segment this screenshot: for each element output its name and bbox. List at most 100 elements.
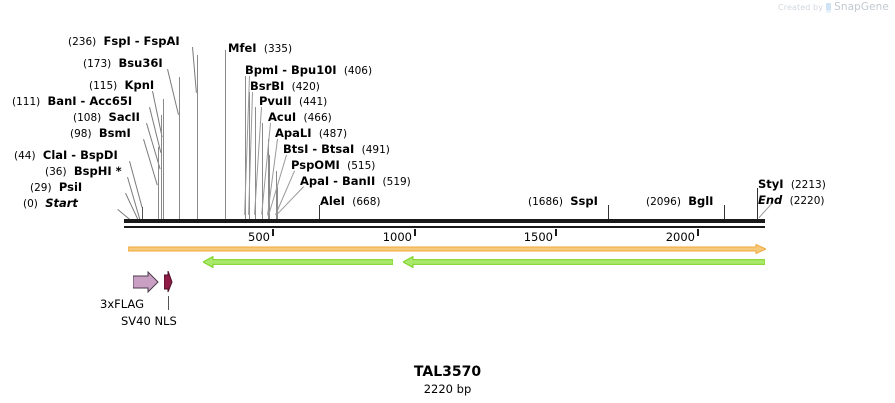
- enzyme-label: (236) FspI - FspAI: [68, 35, 180, 48]
- enzyme-label: AcuI (466): [268, 111, 332, 124]
- enzyme-name: BpmI - Bpu10I: [245, 63, 337, 77]
- enzyme-label: End (2220): [758, 194, 825, 207]
- feature-label-3xflag: 3xFLAG: [100, 297, 144, 311]
- enzyme-label: ApaLI (487): [275, 127, 347, 140]
- enzyme-position: (115): [89, 80, 118, 92]
- enzyme-position: (406): [343, 65, 373, 77]
- enzyme-position: (173): [83, 58, 112, 70]
- watermark-brand-label: SnapGene: [834, 1, 889, 13]
- enzyme-tick-line: [277, 187, 278, 219]
- enzyme-label: MfeI (335): [228, 42, 292, 55]
- enzyme-name: SspI: [570, 194, 598, 208]
- enzyme-tick-line: [225, 50, 226, 219]
- enzyme-position: (487): [318, 128, 348, 140]
- enzyme-position: (236): [68, 36, 97, 48]
- enzyme-label: (36) BspHI *: [45, 165, 122, 178]
- enzyme-position: (420): [291, 81, 320, 93]
- enzyme-label: BtsI - BtsaI (491): [283, 143, 390, 156]
- watermark-created-by-label: Created by: [778, 2, 824, 12]
- snapgene-logo-icon: [826, 2, 832, 13]
- enzyme-name: SacII: [108, 110, 140, 124]
- enzyme-name: KpnI: [124, 78, 155, 92]
- enzyme-position: (2220): [789, 195, 825, 207]
- enzyme-name: Start: [45, 196, 78, 210]
- enzyme-label: ApaI - BanII (519): [300, 175, 411, 188]
- enzyme-tick-line: [161, 131, 162, 219]
- enzyme-name: PvuII: [259, 94, 292, 108]
- enzyme-position: (108): [73, 112, 102, 124]
- enzyme-position: (29): [30, 182, 52, 194]
- ruler-tick: [272, 229, 274, 236]
- enzyme-label: (29) PsiI: [30, 181, 82, 194]
- enzyme-label: (44) ClaI - BspDI: [14, 149, 118, 162]
- enzyme-position: (491): [361, 144, 390, 156]
- feature-3xflag-arrow: [133, 271, 159, 293]
- ruler-tick-label: 2000: [665, 230, 695, 244]
- enzyme-tick-line: [262, 123, 263, 219]
- enzyme-tick-line: [255, 107, 256, 219]
- enzyme-tick-line: [268, 139, 269, 219]
- enzyme-position: (466): [303, 112, 332, 124]
- feature-sv40-nls-arrow: [164, 271, 173, 293]
- enzyme-tick-line: [269, 155, 270, 219]
- sequence-backbone-bottom: [124, 226, 765, 228]
- enzyme-label: (0) Start: [23, 197, 78, 210]
- enzyme-name: ClaI - BspDI: [42, 148, 118, 162]
- enzyme-position: (515): [347, 160, 376, 172]
- enzyme-label: (108) SacII: [73, 111, 140, 124]
- enzyme-name: BsmI: [98, 126, 131, 140]
- enzyme-name: ApaLI: [275, 126, 312, 140]
- enzyme-name: PspOMI: [291, 158, 340, 172]
- enzyme-position: (36): [45, 166, 67, 178]
- ruler-tick: [555, 229, 557, 236]
- ruler-tick: [414, 229, 416, 236]
- ruler-tick-label: 1000: [382, 230, 412, 244]
- enzyme-position: (44): [14, 150, 36, 162]
- enzyme-position: (98): [70, 128, 92, 140]
- enzyme-label: (98) BsmI: [70, 127, 131, 140]
- enzyme-name: StyI: [758, 177, 784, 191]
- enzyme-tick-line: [724, 205, 725, 219]
- enzyme-label: (1686) SspI: [528, 195, 598, 208]
- ruler-tick: [697, 229, 699, 236]
- enzyme-position: (441): [298, 96, 328, 108]
- enzyme-leader-line: [129, 161, 143, 208]
- enzyme-position: (111): [12, 96, 41, 108]
- enzyme-name: BtsI - BtsaI: [283, 142, 355, 156]
- enzyme-position: (335): [263, 43, 293, 55]
- enzyme-name: BanI - Acc65I: [47, 94, 133, 108]
- orf-arrow: [128, 244, 766, 254]
- map-length-label: 2220 bp: [423, 382, 472, 396]
- enzyme-position: (0): [23, 198, 38, 210]
- enzyme-leader-line: [167, 69, 180, 116]
- enzyme-label: (115) KpnI: [89, 79, 154, 92]
- enzyme-name: ApaI - BanII: [300, 174, 376, 188]
- enzyme-label: BsrBI (420): [250, 80, 320, 93]
- enzyme-tick-line: [319, 205, 320, 219]
- enzyme-name: AcuI: [268, 110, 297, 124]
- feature-label-sv40-nls: SV40 NLS: [121, 314, 177, 328]
- enzyme-position: (519): [382, 176, 411, 188]
- enzyme-label: BpmI - Bpu10I (406): [245, 64, 372, 77]
- green-arrow-1: [203, 256, 393, 268]
- enzyme-position: (668): [352, 196, 381, 208]
- ruler-tick-label: 500: [248, 230, 270, 244]
- enzyme-name: FspI - FspAI: [103, 34, 180, 48]
- enzyme-label: AleI (668): [320, 195, 380, 208]
- feature-label-connector: [168, 296, 169, 310]
- enzyme-name: AleI: [320, 194, 345, 208]
- snapgene-watermark: Created by SnapGene: [778, 1, 889, 13]
- enzyme-leader-line: [143, 139, 158, 186]
- enzyme-name: BglI: [688, 194, 714, 208]
- enzyme-name: MfeI: [228, 41, 257, 55]
- enzyme-tick-line: [142, 207, 143, 219]
- enzyme-label: PvuII (441): [259, 95, 327, 108]
- sequence-backbone-top: [124, 219, 765, 223]
- enzyme-position: (2213): [790, 179, 826, 191]
- enzyme-label: (111) BanI - Acc65I: [12, 95, 132, 108]
- enzyme-name: PsiI: [58, 180, 83, 194]
- enzyme-name: BsrBI: [250, 79, 285, 93]
- enzyme-name: End: [758, 193, 783, 207]
- enzyme-name: Bsu36I: [118, 56, 163, 70]
